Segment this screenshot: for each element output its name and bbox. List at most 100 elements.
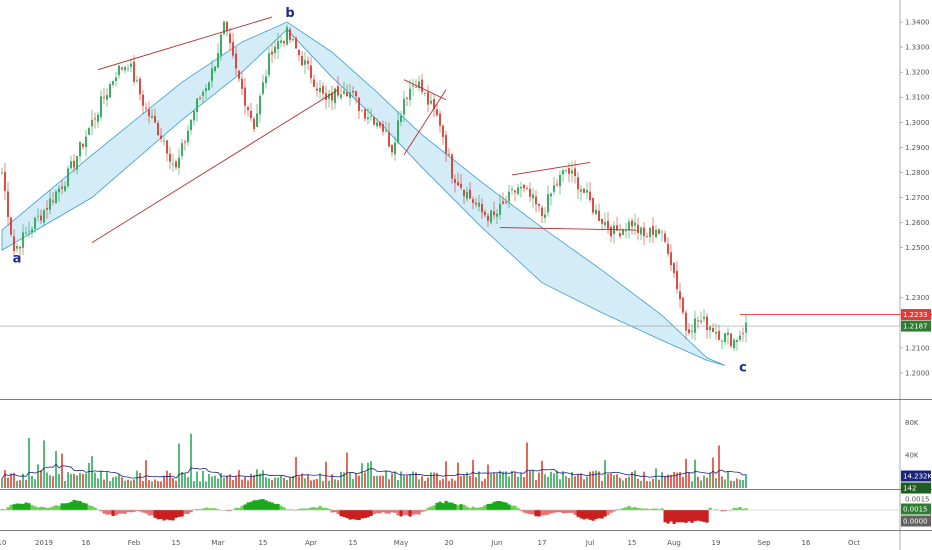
volume-bar — [622, 480, 624, 488]
candle-body — [526, 187, 528, 189]
volume-bar — [616, 474, 618, 488]
volume-bar — [439, 480, 441, 488]
oscillator-bar — [99, 510, 103, 512]
oscillator-bar — [153, 510, 157, 518]
oscillator-bar — [582, 510, 586, 520]
candle-body — [127, 68, 129, 70]
oscillator-bar — [234, 507, 238, 511]
volume-bar — [10, 473, 12, 488]
candle-body — [298, 50, 300, 56]
volume-bar — [730, 480, 732, 488]
candle-body — [262, 82, 264, 94]
candle-body — [307, 60, 309, 64]
oscillator-bar — [414, 510, 418, 515]
volume-bar — [196, 471, 198, 488]
oscillator-bar — [69, 501, 73, 511]
oscillator-bar — [63, 503, 67, 511]
candle-body — [619, 233, 621, 237]
volume-bar — [412, 471, 414, 488]
volume-bar — [157, 481, 159, 488]
oscillator-bar — [660, 508, 664, 511]
oscillator-bar — [300, 508, 304, 511]
price-tick-label: 1.3000 — [905, 119, 930, 127]
candle-body — [631, 220, 633, 227]
oscillator-bar — [540, 510, 544, 516]
volume-bar — [529, 470, 531, 488]
volume-bar — [418, 479, 420, 488]
volume-bar — [388, 479, 390, 488]
trend-line — [511, 161, 591, 176]
oscillator-bar — [27, 503, 31, 511]
oscillator-bar — [555, 510, 559, 513]
volume-bar — [703, 475, 705, 488]
oscillator-bar — [534, 510, 538, 517]
oscillator-bar — [441, 503, 445, 511]
volume-bar — [172, 477, 174, 488]
candle-body — [139, 78, 141, 95]
price-tick-label: 1.2900 — [905, 144, 930, 152]
volume-bar — [565, 476, 567, 488]
volume-bar — [13, 472, 15, 488]
candle-body — [292, 39, 294, 41]
volume-bar — [487, 464, 489, 488]
oscillator-bar — [567, 510, 571, 513]
oscillator-bar — [66, 503, 70, 511]
volume-bar — [658, 479, 660, 488]
candle-body — [382, 124, 384, 132]
volume-bar — [340, 471, 342, 488]
volume-bar — [370, 461, 372, 488]
oscillator-bar — [186, 510, 190, 515]
candle-body — [592, 198, 594, 213]
oscillator-bar — [657, 509, 661, 511]
candle-body — [22, 232, 24, 248]
volume-bar — [256, 469, 258, 488]
volume-bar — [241, 479, 243, 488]
volume-bar — [466, 472, 468, 488]
price-tick-label: 1.3100 — [905, 94, 930, 102]
oscillator-bar — [738, 506, 742, 511]
volume-bar — [526, 442, 528, 488]
volume-bar — [136, 470, 138, 488]
candle-body — [505, 202, 507, 204]
volume-bar — [280, 475, 282, 488]
volume-bar — [745, 474, 747, 488]
volume-bar — [151, 481, 153, 488]
oscillator-bar — [675, 510, 679, 523]
candle-body — [394, 142, 396, 155]
volume-bar — [472, 459, 474, 488]
candle-body — [316, 88, 318, 91]
candle-body — [136, 80, 138, 81]
oscillator-bar — [243, 504, 247, 511]
candle-body — [718, 330, 720, 340]
candle-body — [436, 109, 438, 116]
candle-body — [586, 190, 588, 193]
volume-bar — [709, 472, 711, 488]
oscillator-bar — [546, 510, 550, 515]
volume-bar — [193, 481, 195, 488]
candle-body — [181, 143, 183, 156]
candle-body — [238, 70, 240, 79]
oscillator-bar — [372, 510, 376, 515]
oscillator-bar — [0, 508, 4, 511]
candle-body — [175, 161, 177, 168]
volume-bar — [490, 473, 492, 488]
volume-bar — [52, 476, 54, 488]
candle-body — [166, 140, 168, 154]
candle-body — [112, 80, 114, 85]
time-tick-label: 17 — [538, 539, 547, 547]
volume-bar — [673, 471, 675, 488]
oscillator-bar — [18, 503, 22, 511]
candle-body — [346, 92, 348, 97]
volume-bar — [91, 456, 93, 488]
oscillator-bar — [513, 505, 517, 511]
oscillator-bar — [462, 504, 466, 511]
candle-body — [628, 221, 630, 230]
oscillator-bar — [465, 506, 469, 511]
wave-label-b: b — [285, 6, 294, 21]
candle-body — [124, 66, 126, 71]
oscillator-bar — [342, 510, 346, 518]
candle-body — [472, 199, 474, 204]
volume-bar — [700, 480, 702, 488]
oscillator-bar — [228, 510, 232, 511]
